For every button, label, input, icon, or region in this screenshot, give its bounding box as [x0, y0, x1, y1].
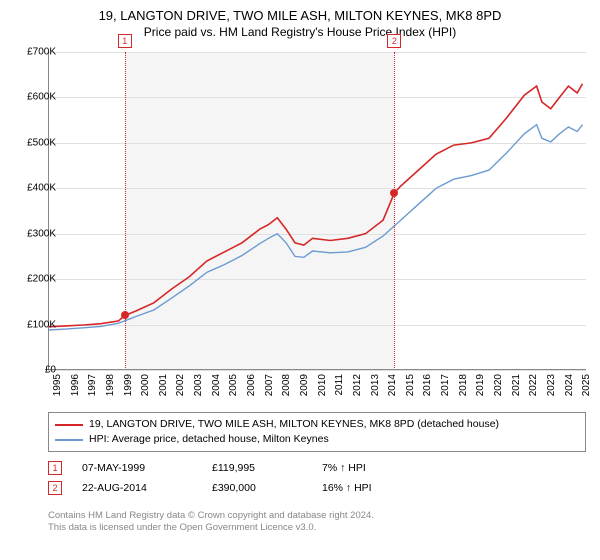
x-tick-label: 2019	[475, 374, 486, 396]
x-tick-label: 2023	[546, 374, 557, 396]
series-price_paid	[48, 84, 583, 327]
title-address: 19, LANGTON DRIVE, TWO MILE ASH, MILTON …	[0, 8, 600, 23]
footer-line2: This data is licensed under the Open Gov…	[48, 522, 586, 534]
sales-table: 1 07-MAY-1999£119,9957% ↑ HPI 2 22-AUG-2014…	[48, 458, 586, 498]
x-tick-label: 1995	[52, 374, 63, 396]
x-tick-label: 2000	[140, 374, 151, 396]
x-tick-label: 2014	[387, 374, 398, 396]
marker-dot-2	[390, 189, 398, 197]
x-tick-label: 2022	[528, 374, 539, 396]
y-tick-label: £100K	[12, 319, 56, 330]
marker-box-2: 2	[387, 34, 401, 48]
chart-container: 19, LANGTON DRIVE, TWO MILE ASH, MILTON …	[0, 0, 600, 560]
x-tick-label: 1998	[105, 374, 116, 396]
title-block: 19, LANGTON DRIVE, TWO MILE ASH, MILTON …	[0, 0, 600, 39]
chart-plot-area: 12	[48, 52, 586, 370]
sale-price: £119,995	[212, 462, 322, 474]
y-tick-label: £200K	[12, 274, 56, 285]
marker-box-1: 1	[118, 34, 132, 48]
legend-item: HPI: Average price, detached house, Milt…	[55, 432, 579, 447]
x-tick-label: 2017	[440, 374, 451, 396]
x-tick-label: 2001	[158, 374, 169, 396]
x-tick-label: 2013	[370, 374, 381, 396]
sale-row: 1 07-MAY-1999£119,9957% ↑ HPI	[48, 458, 586, 478]
y-tick-label: £300K	[12, 228, 56, 239]
title-subtitle: Price paid vs. HM Land Registry's House …	[0, 25, 600, 39]
marker-dot-1	[121, 311, 129, 319]
x-tick-label: 2011	[334, 374, 345, 396]
line-series-svg	[48, 52, 586, 370]
x-tick-label: 2009	[299, 374, 310, 396]
x-tick-label: 2008	[281, 374, 292, 396]
x-tick-label: 2012	[352, 374, 363, 396]
x-tick-label: 2002	[175, 374, 186, 396]
sale-row: 2 22-AUG-2014£390,00016% ↑ HPI	[48, 478, 586, 498]
legend-swatch	[55, 424, 83, 426]
x-tick-label: 2025	[581, 374, 592, 396]
legend-box: 19, LANGTON DRIVE, TWO MILE ASH, MILTON …	[48, 412, 586, 452]
x-tick-label: 2004	[211, 374, 222, 396]
y-tick-label: £500K	[12, 137, 56, 148]
footer-line1: Contains HM Land Registry data © Crown c…	[48, 510, 586, 522]
sale-date: 07-MAY-1999	[82, 462, 212, 474]
x-tick-label: 1996	[70, 374, 81, 396]
x-tick-label: 2020	[493, 374, 504, 396]
marker-vline-2	[394, 52, 395, 370]
legend-swatch	[55, 439, 83, 441]
sale-marker-2: 2	[48, 481, 62, 495]
x-tick-label: 2006	[246, 374, 257, 396]
x-tick-label: 1997	[87, 374, 98, 396]
x-tick-label: 2010	[317, 374, 328, 396]
y-tick-label: £400K	[12, 183, 56, 194]
x-tick-label: 2007	[264, 374, 275, 396]
legend-label: 19, LANGTON DRIVE, TWO MILE ASH, MILTON …	[89, 417, 499, 432]
legend-item: 19, LANGTON DRIVE, TWO MILE ASH, MILTON …	[55, 417, 579, 432]
sale-price: £390,000	[212, 482, 322, 494]
y-tick-label: £700K	[12, 47, 56, 58]
x-tick-label: 2024	[564, 374, 575, 396]
x-tick-label: 2005	[228, 374, 239, 396]
x-tick-label: 2018	[458, 374, 469, 396]
legend-label: HPI: Average price, detached house, Milt…	[89, 432, 329, 447]
footer-attribution: Contains HM Land Registry data © Crown c…	[48, 510, 586, 534]
marker-vline-1	[125, 52, 126, 370]
x-tick-label: 2003	[193, 374, 204, 396]
x-tick-label: 1999	[123, 374, 134, 396]
x-axis-line	[48, 369, 586, 370]
x-tick-label: 2016	[422, 374, 433, 396]
sale-diff: 16% ↑ HPI	[322, 482, 422, 494]
sale-date: 22-AUG-2014	[82, 482, 212, 494]
sale-diff: 7% ↑ HPI	[322, 462, 422, 474]
y-tick-label: £600K	[12, 92, 56, 103]
y-tick-label: £0	[12, 365, 56, 376]
x-tick-label: 2021	[511, 374, 522, 396]
x-tick-label: 2015	[405, 374, 416, 396]
sale-marker-1: 1	[48, 461, 62, 475]
series-hpi	[48, 125, 583, 330]
